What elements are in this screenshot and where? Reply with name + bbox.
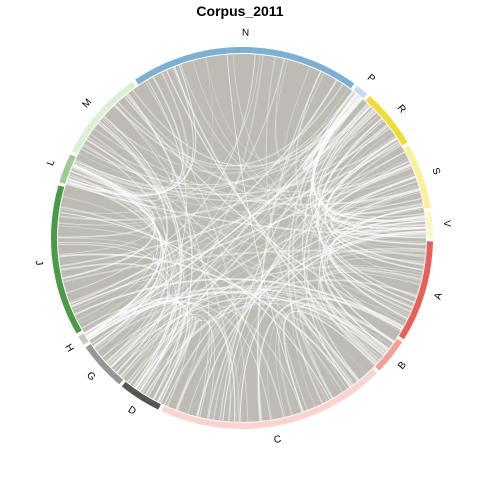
- segment-label-p: P: [365, 72, 377, 85]
- segment-label-m: M: [80, 97, 94, 111]
- segment-label-n: N: [242, 28, 249, 39]
- segment-label-b: B: [396, 359, 409, 371]
- segment-label-h: H: [62, 342, 75, 354]
- segment-label-v: V: [441, 220, 452, 228]
- segment-label-a: A: [432, 291, 445, 301]
- segment-label-r: R: [395, 103, 408, 116]
- segment-arc-v: [425, 211, 433, 238]
- segment-label-g: G: [84, 370, 98, 383]
- segment-label-l: L: [45, 158, 57, 168]
- chords-layer: [58, 54, 426, 422]
- chart-title: Corpus_2011: [196, 3, 283, 19]
- segment-label-d: D: [126, 404, 138, 417]
- segment-label-j: J: [33, 260, 45, 266]
- segment-label-c: C: [273, 434, 282, 446]
- segment-label-s: S: [429, 166, 442, 176]
